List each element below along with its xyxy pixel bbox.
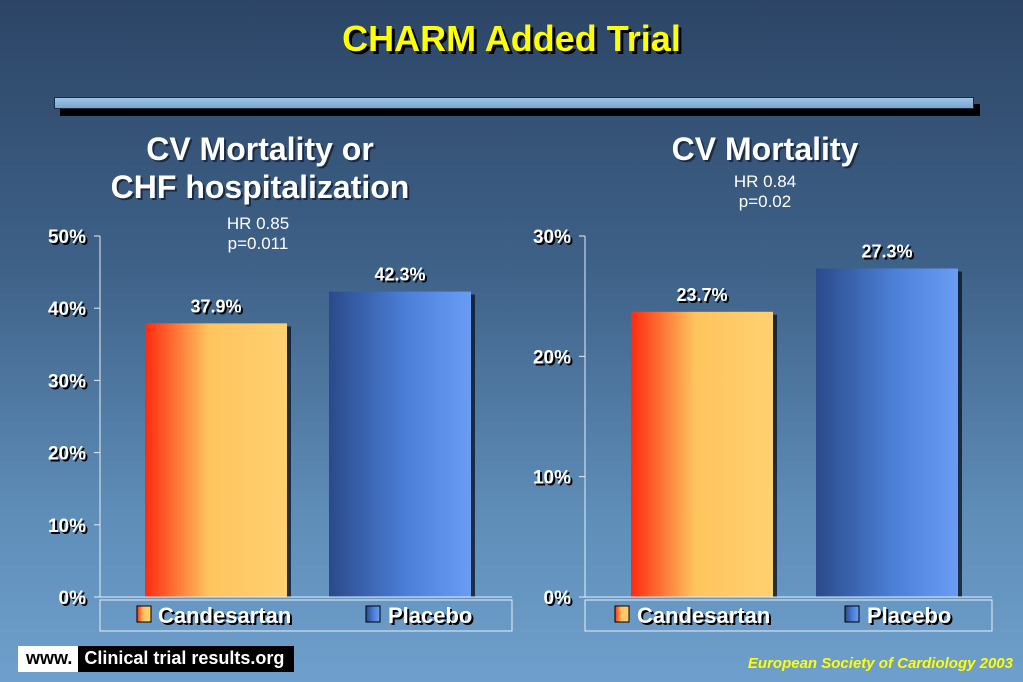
left-y-tick-shadow: 20% bbox=[50, 446, 88, 467]
title-rule bbox=[54, 97, 974, 109]
left-y-tick-label: 30% bbox=[48, 371, 86, 392]
left-data-label-shadow: 37.9% bbox=[192, 298, 243, 318]
right-y-tick-shadow: 0% bbox=[546, 590, 574, 611]
left-y-tick-shadow: 30% bbox=[50, 373, 88, 394]
left-data-label: 42.3% bbox=[374, 265, 425, 285]
right-y-tick-label: 0% bbox=[544, 588, 572, 609]
right-bar-candesartan bbox=[631, 311, 773, 597]
left-p-value: p=0.011 bbox=[227, 234, 289, 253]
left-y-tick-label: 40% bbox=[48, 299, 86, 320]
right-data-label-shadow: 27.3% bbox=[863, 243, 914, 263]
left-chart-title-line1: CV Mortality or bbox=[146, 131, 374, 167]
left-legend-label-candesartan: Candesartan bbox=[158, 603, 291, 628]
left-legend-label-placebo: Placebo bbox=[388, 603, 472, 628]
left-y-tick-shadow: 0% bbox=[61, 590, 89, 611]
right-p-value: p=0.02 bbox=[738, 192, 792, 211]
left-y-tick-label: 20% bbox=[48, 444, 86, 465]
right-legend-label-shadow: Placebo bbox=[869, 605, 953, 630]
right-chart-title: CV Mortality bbox=[671, 131, 859, 167]
right-legend-swatch-placebo bbox=[844, 605, 860, 623]
left-y-tick-shadow: 40% bbox=[50, 301, 88, 322]
website-badge[interactable]: www. Clinical trial results.org bbox=[18, 646, 295, 672]
right-hr: HR 0.84 bbox=[733, 172, 797, 191]
left-data-label: 37.9% bbox=[190, 296, 241, 316]
left-legend-label-shadow: Candesartan bbox=[160, 605, 293, 630]
left-bar-candesartan bbox=[145, 323, 287, 597]
left-legend-swatch-candesartan bbox=[136, 605, 152, 623]
right-legend-label-shadow: Candesartan bbox=[639, 605, 772, 630]
left-y-tick-label: 0% bbox=[59, 588, 87, 609]
right-legend-label-candesartan: Candesartan bbox=[637, 603, 770, 628]
right-y-tick-label: 10% bbox=[533, 468, 571, 489]
website-name: Clinical trial results.org bbox=[78, 646, 295, 672]
right-legend-swatch-candesartan bbox=[614, 605, 630, 623]
left-legend-swatch-placebo bbox=[365, 605, 381, 623]
right-y-tick-label: 20% bbox=[533, 347, 571, 368]
left-y-tick-label: 50% bbox=[48, 227, 86, 248]
right-y-tick-shadow: 20% bbox=[535, 349, 573, 370]
left-legend-label-shadow: Placebo bbox=[390, 605, 474, 630]
left-data-label-shadow: 42.3% bbox=[376, 267, 427, 287]
right-y-tick-shadow: 10% bbox=[535, 470, 573, 491]
left-y-tick-shadow: 50% bbox=[50, 229, 88, 250]
left-hr: HR 0.85 bbox=[226, 214, 290, 233]
left-bar-placebo bbox=[329, 291, 471, 597]
left-chart: 0%0%10%10%20%20%30%30%40%40%50%50%37.9%3… bbox=[48, 227, 513, 632]
left-chart-title-line2: CHF hospitalization bbox=[110, 169, 410, 205]
left-chart-title: CV Mortality or CHF hospitalization bbox=[60, 130, 460, 206]
right-chart: 0%0%10%10%20%20%30%30%23.7%23.7%27.3%27.… bbox=[533, 227, 993, 632]
right-y-tick-shadow: 30% bbox=[535, 229, 573, 250]
slide-title: CHARM Added Trial bbox=[342, 18, 681, 59]
right-y-tick-label: 30% bbox=[533, 227, 571, 248]
left-y-tick-shadow: 10% bbox=[50, 518, 88, 539]
right-data-label: 23.7% bbox=[676, 285, 727, 305]
left-legend-box bbox=[99, 599, 513, 632]
right-bar-placebo bbox=[816, 268, 958, 597]
left-y-tick-label: 10% bbox=[48, 516, 86, 537]
right-legend-box bbox=[584, 599, 993, 632]
right-legend-label-placebo: Placebo bbox=[867, 603, 951, 628]
left-hr-text: HR 0.85 p=0.011 bbox=[208, 214, 308, 254]
right-hr-text: HR 0.84 p=0.02 bbox=[715, 172, 815, 212]
website-prefix: www. bbox=[18, 646, 79, 672]
footer-credit: European Society of Cardiology 2003 bbox=[747, 655, 1013, 672]
right-data-label-shadow: 23.7% bbox=[678, 287, 729, 307]
right-data-label: 27.3% bbox=[861, 241, 912, 261]
